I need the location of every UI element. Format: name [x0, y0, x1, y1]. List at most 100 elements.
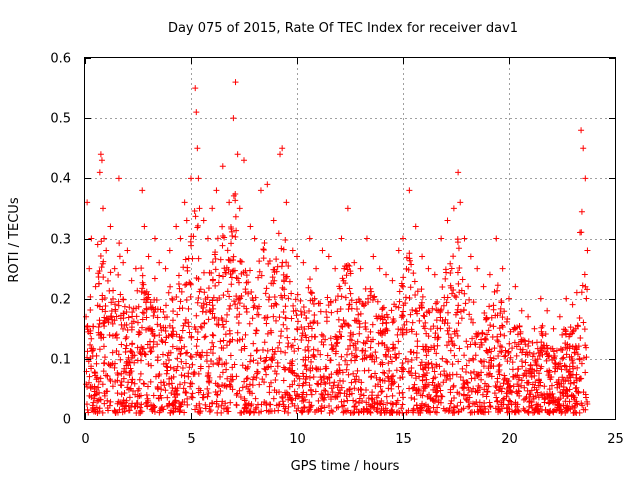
data-point — [432, 408, 439, 415]
data-point — [271, 269, 278, 276]
data-point — [407, 369, 414, 376]
data-point — [377, 383, 384, 390]
data-point — [96, 405, 103, 412]
data-point — [151, 309, 158, 316]
data-point — [182, 256, 189, 263]
data-point — [136, 348, 143, 355]
data-point — [363, 399, 370, 406]
data-point — [441, 372, 448, 379]
data-point — [103, 315, 110, 322]
data-point — [412, 307, 419, 314]
data-point — [101, 392, 108, 399]
data-point — [266, 383, 273, 390]
data-point — [90, 399, 97, 406]
data-point — [473, 333, 480, 340]
data-point — [460, 377, 467, 384]
data-point — [315, 380, 322, 387]
data-point — [345, 306, 352, 313]
data-point — [283, 199, 290, 206]
data-point — [169, 324, 176, 331]
data-point — [439, 284, 446, 291]
data-point — [205, 316, 212, 323]
data-point — [191, 208, 198, 215]
data-point — [485, 327, 492, 334]
data-point — [297, 297, 304, 304]
data-point — [310, 351, 317, 358]
data-point — [194, 299, 201, 306]
data-point — [444, 217, 451, 224]
data-point — [376, 376, 383, 383]
data-point — [505, 348, 512, 355]
data-point — [536, 382, 543, 389]
data-point — [563, 351, 570, 358]
data-point — [195, 294, 202, 301]
data-point — [344, 388, 351, 395]
data-point — [172, 394, 179, 401]
data-point — [318, 391, 325, 398]
data-point — [492, 405, 499, 412]
data-point — [418, 302, 425, 309]
data-point — [241, 395, 248, 402]
data-point — [357, 310, 364, 317]
data-point — [165, 357, 172, 364]
data-point — [356, 320, 363, 327]
data-point — [471, 339, 478, 346]
data-point — [326, 403, 333, 410]
data-point — [303, 366, 310, 373]
data-point — [336, 328, 343, 335]
data-point — [233, 314, 240, 321]
data-point — [139, 272, 146, 279]
data-point — [154, 306, 161, 313]
data-point — [126, 304, 133, 311]
data-point — [299, 332, 306, 339]
data-point — [448, 265, 455, 272]
data-point — [392, 355, 399, 362]
data-point — [263, 400, 270, 407]
data-point — [272, 377, 279, 384]
data-point — [262, 366, 269, 373]
data-point — [541, 383, 548, 390]
data-point — [128, 403, 135, 410]
data-point — [406, 295, 413, 302]
data-point — [262, 290, 269, 297]
data-point — [559, 374, 566, 381]
data-point — [184, 264, 191, 271]
data-point — [232, 191, 239, 198]
data-point — [107, 269, 114, 276]
data-point — [277, 151, 284, 158]
data-point — [408, 356, 415, 363]
data-point — [307, 387, 314, 394]
data-point — [486, 370, 493, 377]
data-point — [385, 374, 392, 381]
data-point — [288, 290, 295, 297]
data-point — [464, 343, 471, 350]
data-point — [413, 402, 420, 409]
data-point — [371, 293, 378, 300]
data-point — [406, 255, 413, 262]
data-point — [457, 374, 464, 381]
data-point — [447, 260, 454, 267]
data-point — [278, 263, 285, 270]
data-point — [98, 238, 105, 245]
data-point — [254, 360, 261, 367]
data-point — [230, 115, 237, 122]
data-point — [559, 389, 566, 396]
data-point — [531, 384, 538, 391]
data-point — [310, 319, 317, 326]
data-point — [249, 315, 256, 322]
data-point — [218, 344, 225, 351]
data-point — [539, 332, 546, 339]
data-point — [431, 342, 438, 349]
data-point — [504, 358, 511, 365]
data-point — [302, 376, 309, 383]
data-point — [232, 301, 239, 308]
data-point — [305, 284, 312, 291]
data-point — [538, 363, 545, 370]
data-point — [456, 264, 463, 271]
data-point — [388, 307, 395, 314]
data-point — [256, 303, 263, 310]
data-point — [118, 321, 125, 328]
data-point — [111, 364, 118, 371]
data-point — [290, 302, 297, 309]
